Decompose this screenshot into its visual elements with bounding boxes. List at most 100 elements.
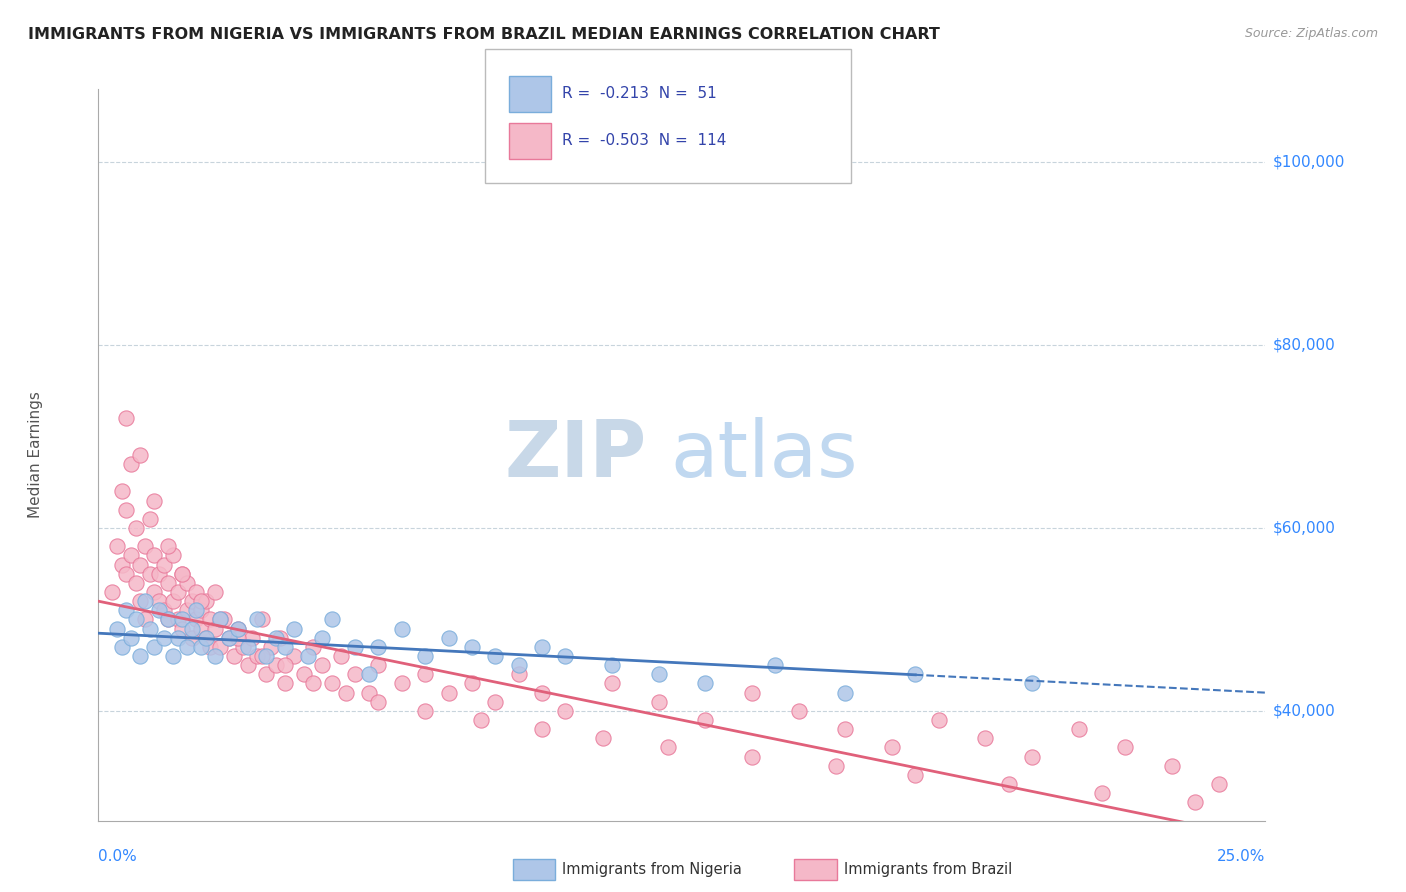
Point bbox=[592, 731, 614, 746]
Point bbox=[214, 613, 236, 627]
Point bbox=[101, 585, 124, 599]
Point bbox=[166, 613, 188, 627]
Point bbox=[115, 603, 138, 617]
Point bbox=[256, 667, 278, 681]
Point bbox=[115, 566, 138, 581]
Point bbox=[1067, 723, 1090, 737]
Point bbox=[180, 622, 202, 636]
Text: $40,000: $40,000 bbox=[1272, 704, 1336, 718]
Point bbox=[292, 667, 315, 681]
Point bbox=[647, 695, 669, 709]
Point bbox=[180, 631, 202, 645]
Point bbox=[302, 640, 325, 654]
Text: $60,000: $60,000 bbox=[1272, 521, 1336, 535]
Point bbox=[143, 549, 166, 563]
Point bbox=[222, 649, 245, 664]
Text: R =  -0.503  N =  114: R = -0.503 N = 114 bbox=[562, 134, 727, 148]
Point bbox=[134, 539, 156, 553]
Point bbox=[172, 613, 194, 627]
Point bbox=[129, 448, 152, 462]
Point bbox=[157, 613, 180, 627]
Point bbox=[194, 631, 217, 645]
Point bbox=[186, 613, 208, 627]
Point bbox=[143, 585, 166, 599]
Point bbox=[157, 539, 180, 553]
Text: 25.0%: 25.0% bbox=[1218, 849, 1265, 864]
Point bbox=[763, 658, 786, 673]
Point bbox=[413, 649, 436, 664]
Point bbox=[974, 731, 997, 746]
Point bbox=[1161, 758, 1184, 772]
Text: atlas: atlas bbox=[671, 417, 858, 493]
Point bbox=[904, 768, 927, 782]
Text: $100,000: $100,000 bbox=[1272, 155, 1344, 169]
Point bbox=[834, 685, 856, 699]
Point bbox=[600, 658, 623, 673]
Point bbox=[208, 640, 231, 654]
Point bbox=[1021, 749, 1043, 764]
Point bbox=[111, 484, 134, 499]
Point bbox=[152, 603, 174, 617]
Point bbox=[204, 622, 226, 636]
Point bbox=[172, 566, 194, 581]
Point bbox=[256, 649, 278, 664]
Point bbox=[105, 622, 128, 636]
Point bbox=[367, 640, 389, 654]
Point bbox=[461, 640, 484, 654]
Point bbox=[204, 649, 226, 664]
Point bbox=[176, 576, 198, 591]
Point bbox=[218, 631, 240, 645]
Point bbox=[200, 640, 222, 654]
Text: Source: ZipAtlas.com: Source: ZipAtlas.com bbox=[1244, 27, 1378, 40]
Point bbox=[139, 512, 162, 526]
Text: R =  -0.213  N =  51: R = -0.213 N = 51 bbox=[562, 87, 717, 101]
Point bbox=[194, 594, 217, 608]
Text: Immigrants from Brazil: Immigrants from Brazil bbox=[844, 863, 1012, 877]
Point bbox=[105, 539, 128, 553]
Point bbox=[204, 585, 226, 599]
Point bbox=[880, 740, 903, 755]
Point bbox=[129, 594, 152, 608]
Text: $80,000: $80,000 bbox=[1272, 338, 1336, 352]
Point bbox=[139, 622, 162, 636]
Point bbox=[125, 613, 148, 627]
Text: IMMIGRANTS FROM NIGERIA VS IMMIGRANTS FROM BRAZIL MEDIAN EARNINGS CORRELATION CH: IMMIGRANTS FROM NIGERIA VS IMMIGRANTS FR… bbox=[28, 27, 941, 42]
Point bbox=[600, 676, 623, 690]
Point bbox=[359, 667, 381, 681]
Point bbox=[647, 667, 669, 681]
Point bbox=[367, 695, 389, 709]
Point bbox=[236, 658, 259, 673]
Point bbox=[250, 613, 273, 627]
Point bbox=[508, 667, 530, 681]
Point bbox=[176, 603, 198, 617]
Point bbox=[260, 640, 283, 654]
Point bbox=[120, 631, 142, 645]
Point bbox=[1091, 786, 1114, 800]
Point bbox=[190, 622, 212, 636]
Point bbox=[115, 503, 138, 517]
Point bbox=[208, 613, 231, 627]
Point bbox=[186, 603, 208, 617]
Text: Immigrants from Nigeria: Immigrants from Nigeria bbox=[562, 863, 742, 877]
Point bbox=[391, 676, 413, 690]
Point bbox=[997, 777, 1019, 791]
Point bbox=[194, 631, 217, 645]
Point bbox=[129, 649, 152, 664]
Point bbox=[359, 685, 381, 699]
Point bbox=[321, 613, 343, 627]
Point bbox=[484, 695, 506, 709]
Point bbox=[111, 558, 134, 572]
Point bbox=[190, 640, 212, 654]
Point bbox=[115, 411, 138, 425]
Point bbox=[246, 649, 269, 664]
Point bbox=[152, 558, 174, 572]
Point bbox=[162, 649, 184, 664]
Point bbox=[208, 613, 231, 627]
Point bbox=[554, 649, 576, 664]
Point bbox=[200, 613, 222, 627]
Point bbox=[190, 594, 212, 608]
Point bbox=[413, 667, 436, 681]
Point bbox=[143, 640, 166, 654]
Point bbox=[695, 676, 717, 690]
Text: 0.0%: 0.0% bbox=[98, 849, 138, 864]
